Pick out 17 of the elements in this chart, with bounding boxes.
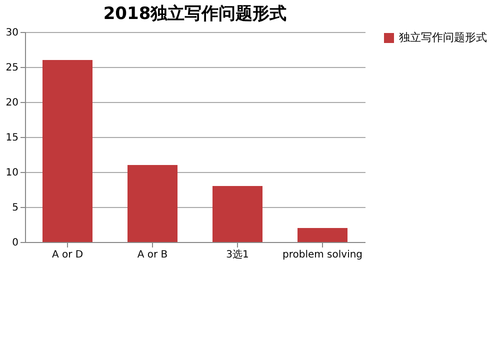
y-tick-label: 15 bbox=[6, 132, 18, 144]
y-tick-label: 20 bbox=[6, 98, 18, 108]
legend-label: 独立写作问题形式 bbox=[399, 31, 487, 44]
y-tick-label: 0 bbox=[12, 238, 18, 248]
x-tick-label: 3选1 bbox=[226, 248, 249, 260]
bar bbox=[128, 165, 178, 242]
chart-title: 2018独立写作问题形式 bbox=[103, 4, 287, 24]
y-tick-label: 30 bbox=[6, 28, 18, 38]
y-tick-label: 5 bbox=[12, 202, 18, 214]
x-tick-label: A or B bbox=[137, 250, 168, 260]
y-tick-label: 25 bbox=[6, 62, 18, 74]
bar bbox=[298, 228, 348, 242]
y-tick-label: 10 bbox=[6, 168, 18, 178]
x-tick-label: A or D bbox=[52, 250, 84, 260]
bar bbox=[42, 60, 92, 242]
bar bbox=[212, 186, 262, 242]
x-tick-label: problem solving bbox=[282, 250, 363, 260]
